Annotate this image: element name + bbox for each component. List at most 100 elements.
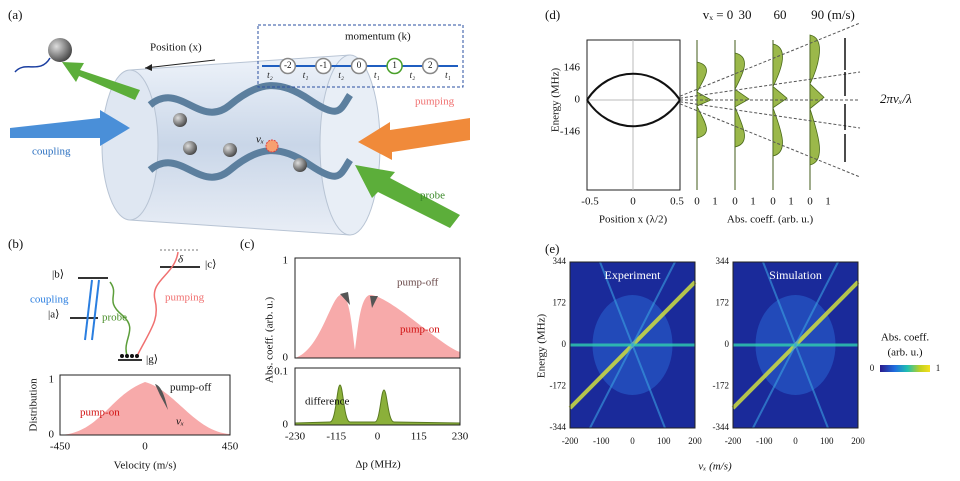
tick-label: vₓ = 0 [703,7,734,22]
probe-label: probe [420,190,445,202]
pumping-arrow [135,251,179,359]
plot-frame [569,261,696,429]
position-arrow [144,59,216,69]
momentum-site [350,57,368,75]
atom [293,158,307,172]
site-label: 1 [392,60,397,70]
colorbar [880,365,930,372]
tick-label: 0 [562,339,567,349]
pump-off-diff [340,292,378,308]
guide-line [679,103,861,178]
tick-label: -100 [756,436,773,446]
velocity-label: vₓ [256,134,264,146]
pump-off-label: pump-off [397,277,439,289]
lattice-band [147,82,353,116]
panel-c: (c) pump-off pump-on difference Abs. coe… [240,236,461,471]
momentum-chain: t₂ -2 t₁ -1 t₂ 0 t₁ 1 t₂ 2 t₁ [267,57,451,80]
coupling-label: t₁ [445,70,451,80]
tick-label: 0 [630,196,636,208]
tick-label: 344 [553,256,567,266]
atom [183,141,197,155]
tick-label: 0.5 [670,196,684,208]
tick-label: 0 [49,429,55,441]
tick-label: -450 [50,441,71,453]
probe-arrow [109,281,131,359]
arrow-head [145,64,152,71]
abs-label: Abs. coeff. (arb. u.) [727,214,814,226]
pump-off-bump [155,384,168,410]
probe-beam [355,165,460,228]
coupling-label: t₁ [374,70,380,80]
tick-label: -200 [562,436,579,446]
tick-label: 115 [411,431,428,443]
tick-label: -0.5 [581,196,599,208]
coupling-label: t₂ [267,70,273,80]
tick-label: -200 [725,436,742,446]
x-label: Δp (MHz) [355,459,401,471]
coupling-label: t₂ [338,70,344,80]
colorbar-title: Abs. coeff. [881,332,930,344]
transmitted-probe [62,62,140,100]
absorption-profiles [679,22,861,190]
tick-label: -100 [593,436,610,446]
guide-line [679,71,861,99]
tick-label: -115 [326,431,346,443]
tick-label: 0 [630,436,635,446]
tick-label: 230 [452,431,469,443]
tick-label: 0 [283,419,289,431]
coupling-beam [10,110,130,146]
panel-label: (e) [545,241,559,256]
panel-a: (a) vₓ Position (x) coupling pumping pro… [8,7,470,236]
tick-label: 1 [712,196,718,208]
tick-label: 0 [732,196,738,208]
y-label: Energy (MHz) [550,68,562,133]
colorbar-tick: 1 [936,363,941,373]
tick-label: -146 [560,126,581,138]
level-c: |c⟩ [205,259,216,271]
guide-line [679,101,861,129]
position-label: Position (x) [150,42,202,54]
colorbar-title: (arb. u.) [887,347,922,359]
pumping-label: pumping [165,292,205,304]
tick-label: 0 [375,431,381,443]
tick-label: 0 [694,196,700,208]
difference-area [294,384,461,426]
level-a: |a⟩ [48,309,59,321]
tick-label: 1 [750,196,756,208]
momentum-box [257,24,464,88]
site-label: -2 [284,60,292,70]
tick-label: -344 [550,422,567,432]
pump-on-label: pump-on [400,324,440,336]
absorption-profile [772,40,788,190]
tick-label: 30 [739,7,752,22]
moving-atom [265,139,279,153]
tick-label: 0 [807,196,813,208]
tick-label: 0 [575,94,581,106]
plot-frame [294,367,461,426]
cylinder [129,54,351,236]
panel-b: (b) |b⟩ |a⟩ |c⟩ |g⟩ δ coupling probe pum… [8,236,231,472]
tick-label: 200 [688,436,702,446]
coupling-label: t₁ [303,70,309,80]
tick-label: 450 [222,441,239,453]
panel-e: (e) Experiment Simulation Energy (MHz) vₓ… [536,241,941,473]
site-label: 2 [428,60,433,70]
plot-frame [59,374,231,436]
map-title: Experiment [605,268,662,282]
tick-label: 0 [142,441,148,453]
x-label: Position x (λ/2) [599,214,668,226]
atoms [120,354,139,358]
tick-label: 1 [788,196,794,208]
probe-label: probe [102,312,127,324]
panel-label: (b) [8,236,23,251]
annotation: 2πvₓ/λ [880,91,912,106]
map-title: Simulation [769,268,822,282]
atom [173,113,187,127]
site-label: 0 [357,60,362,70]
tick-label: 1 [283,255,289,267]
panel-label: (c) [240,236,254,251]
tick-label: 1 [49,374,55,386]
momentum-site [315,57,332,75]
atom [223,143,237,157]
